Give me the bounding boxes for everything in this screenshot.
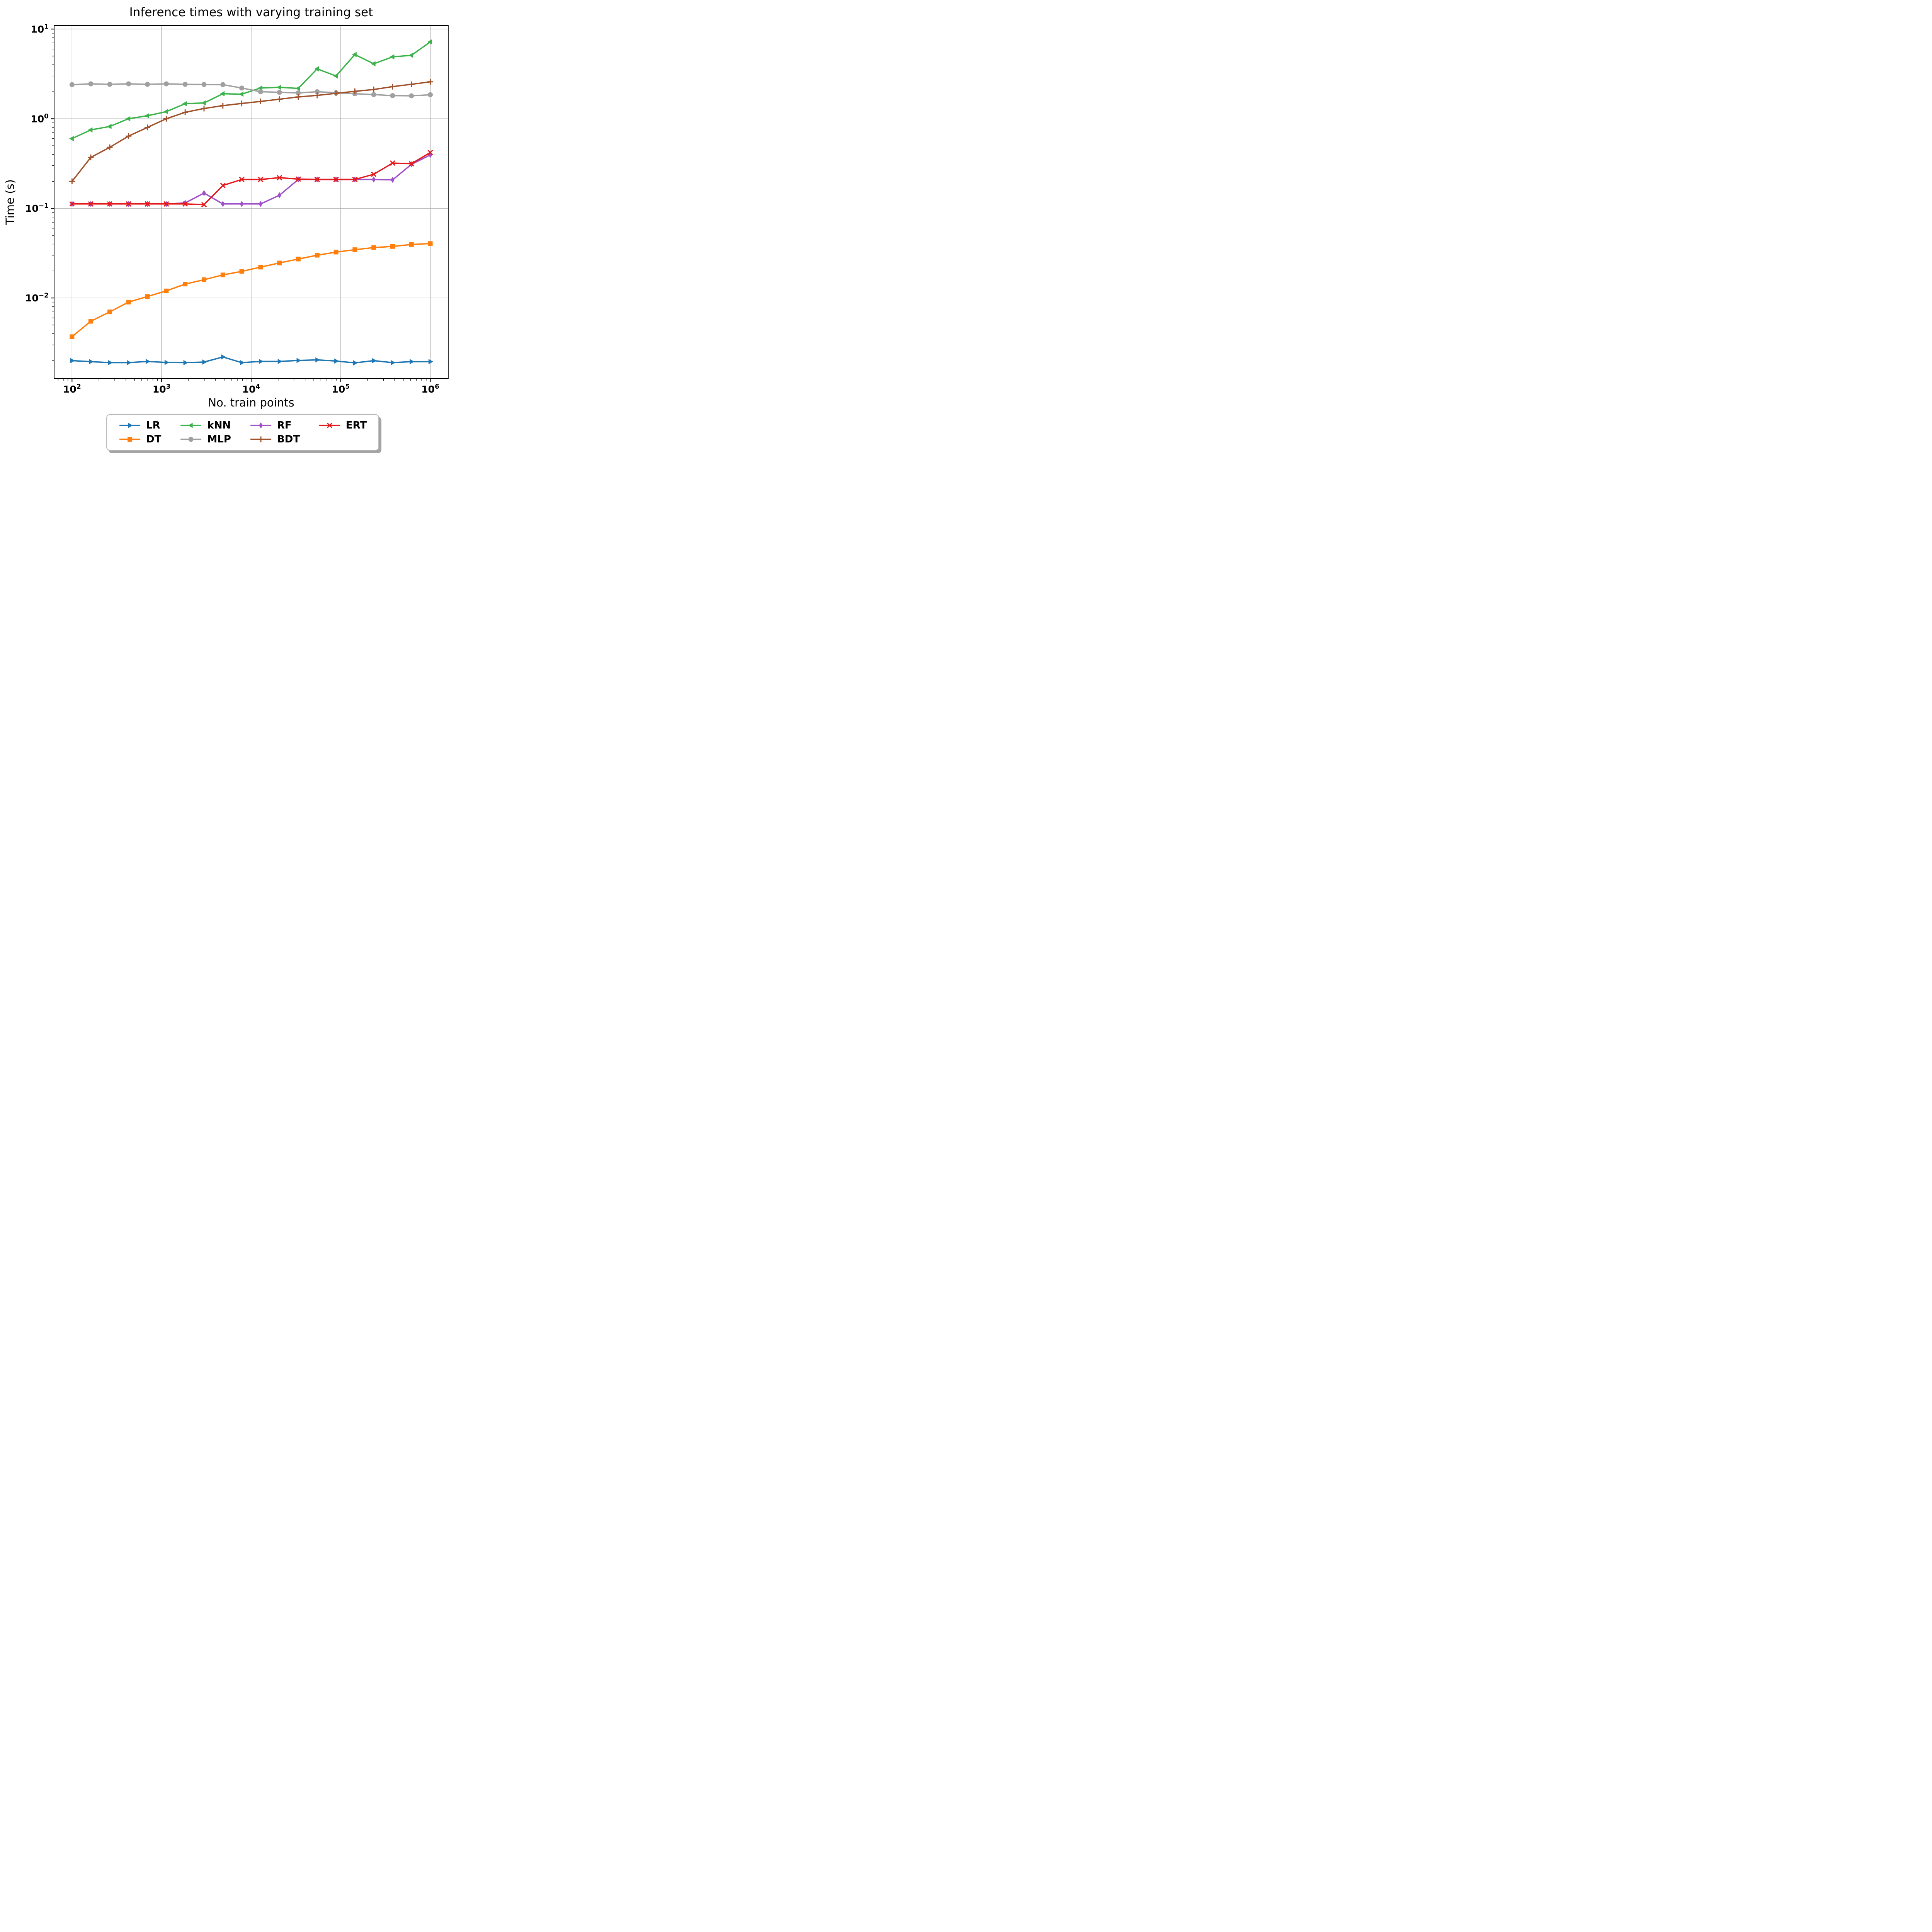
legend-item-DT: DT [119,434,161,445]
x-tick-label: 102 [63,383,81,395]
legend-label: BDT [277,434,300,445]
y-tick-label: 100 [31,112,49,124]
series-line-BDT [71,81,430,182]
legend-marker-kNN [180,423,202,428]
legend-item-RF: RF [250,420,300,431]
legend-label: DT [146,434,162,445]
legend-marker-MLP [180,437,202,442]
legend-marker-RF [250,422,271,429]
plot-border [54,25,449,379]
figure: Inference times with varying training se… [0,0,464,464]
series-markers-BDT [69,79,434,184]
series-markers-MLP [69,81,433,99]
y-tick-label: 10−2 [25,292,49,304]
legend: LR DT kNN MLP RF BDT ERT [106,414,379,451]
legend-label: LR [146,420,160,431]
series-markers-kNN [69,39,432,141]
legend-marker-BDT [250,436,271,442]
series-line-LR [72,356,430,364]
axis-layer: 102 103 104 105 106 10−2 10−1 100 101 [25,23,439,395]
chart-title: Inference times with varying training se… [129,5,373,19]
series-markers-LR [70,354,434,366]
legend-label: MLP [207,434,231,445]
x-tick-label: 103 [153,383,171,395]
chart-canvas: Inference times with varying training se… [3,5,449,409]
series-line-kNN [71,41,431,139]
y-tick-label: 101 [31,23,49,35]
legend-item-ERT: ERT [318,420,367,431]
y-axis-label: Time (s) [3,179,17,225]
legend-item-BDT: BDT [250,434,300,445]
legend-label: kNN [207,420,231,431]
series-markers-ERT [69,150,433,207]
series-layer [69,39,434,366]
series-line-MLP [72,83,430,97]
series-markers-DT [70,241,433,339]
legend-marker-ERT [319,422,340,429]
x-tick-label: 104 [242,383,260,395]
x-tick-label: 106 [421,383,439,395]
legend-label: RF [277,420,292,431]
legend-item-MLP: MLP [180,434,231,445]
grid-layer [54,26,448,379]
y-tick-label: 10−1 [25,202,49,214]
series-line-ERT [72,152,431,206]
legend-marker-LR [119,423,141,428]
legend-item-LR: LR [119,420,161,431]
x-tick-label: 105 [332,383,350,395]
legend-item-kNN: kNN [180,420,231,431]
legend-label: ERT [346,420,367,431]
x-axis-label: No. train points [208,396,294,409]
series-line-DT [71,243,430,337]
legend-marker-DT [119,437,141,442]
